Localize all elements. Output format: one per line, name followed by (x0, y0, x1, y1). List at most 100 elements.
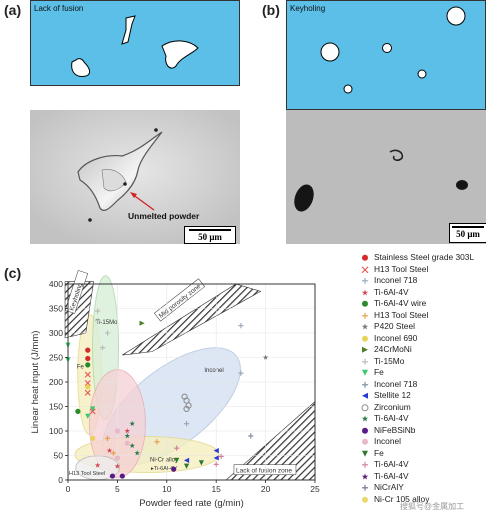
legend-marker (361, 415, 369, 422)
legend-item: Inconel 690 (355, 333, 489, 345)
legend-marker-shape (362, 427, 368, 434)
legend-marker (362, 484, 368, 491)
legend-marker-shape (362, 254, 368, 261)
data-point (183, 457, 190, 463)
legend-marker-shape (362, 484, 368, 491)
legend-item: P420 Steel (355, 321, 489, 333)
legend-marker (362, 277, 368, 284)
legend-marker-shape (362, 461, 368, 468)
data-point (183, 421, 190, 427)
lack-of-fusion-label: Lack of fusion zone (236, 468, 292, 475)
legend-item: Fe (355, 448, 489, 460)
data-point (198, 460, 204, 466)
panel-label-b: (b) (262, 2, 280, 18)
data-point (134, 450, 140, 456)
annotation-ti64: ▸Ti-6Al-4V (151, 466, 177, 472)
legend-label: NiFeBSiNb (374, 424, 416, 435)
legend-marker (362, 346, 368, 353)
chart-legend: Stainless Steel grade 303L H13 Tool Steel… (355, 252, 489, 505)
watermark: 搜狐号@金属加工 (400, 502, 465, 511)
data-point (95, 308, 101, 314)
keyhole-pore (343, 84, 353, 94)
legend-marker-shape (362, 300, 368, 307)
legend-marker-shape (362, 335, 368, 342)
legend-label: Inconel (374, 436, 402, 446)
scale-bar-label-b: 50 μm (456, 229, 480, 239)
legend-label: Zirconium (374, 401, 411, 412)
legend-marker-shape (362, 312, 368, 319)
y-tick-label: 150 (49, 402, 63, 412)
data-point (106, 447, 113, 453)
legend-marker (361, 403, 369, 411)
data-point (94, 462, 101, 468)
data-point (84, 371, 91, 378)
legend-item: Stellite 12 (355, 390, 489, 402)
data-point (129, 442, 135, 449)
legend-item: Fe (355, 367, 489, 379)
legend-item: H13 Tool Steel (355, 264, 489, 276)
legend-marker (362, 450, 368, 457)
legend-marker-shape (361, 415, 369, 422)
data-point (154, 439, 160, 445)
lack-of-fusion-schematic: Lack of fusion (30, 0, 240, 86)
annotation-arrow (131, 193, 155, 211)
y-tick-label: 200 (49, 377, 63, 387)
legend-marker-shape (362, 438, 368, 445)
data-point (99, 345, 106, 351)
legend-marker (362, 312, 368, 319)
legend-item: Ti-15Mo (355, 356, 489, 368)
legend-item: Ti-6Al-4V wire (355, 298, 489, 310)
data-point (124, 433, 130, 439)
data-point (171, 466, 177, 472)
legend-label: Stellite 12 (374, 390, 411, 400)
legend-marker-shape (362, 496, 368, 503)
data-point (119, 473, 125, 479)
data-point (218, 453, 224, 460)
annotation-inconel: Inconel (204, 368, 223, 374)
legend-marker-shape (361, 323, 369, 330)
keyholing-label-bg (64, 270, 89, 314)
data-point (124, 428, 130, 434)
data-point (104, 435, 111, 441)
particle-dot (88, 218, 92, 222)
lack-of-fusion-label-box: Lack of fusion zone (233, 464, 297, 475)
legend-marker (362, 358, 368, 365)
schematic-title-b: Keyholing (290, 4, 325, 13)
keyholing-schematic: Keyholing (286, 0, 486, 110)
legend-marker-shape (362, 392, 368, 399)
legend-marker (362, 392, 368, 399)
y-tick-label: 50 (54, 451, 64, 461)
legend-label: Stainless Steel grade 303L (374, 252, 475, 262)
annotation-ni-cr: Ni-Cr alloy (150, 457, 178, 463)
x-axis-label: Powder feed rate (g/min) (139, 498, 244, 509)
legend-marker (362, 381, 368, 388)
data-point (238, 323, 244, 329)
x-tick-label: 10 (162, 484, 172, 494)
particle-dot (123, 182, 127, 186)
data-point (114, 455, 120, 461)
legend-label: Ti-6Al-4V (374, 459, 409, 469)
data-point (84, 389, 91, 396)
legend-marker-shape (361, 265, 369, 273)
y-tick-label: 400 (49, 279, 63, 289)
legend-item: Stainless Steel grade 303L (355, 252, 489, 264)
annotation-ti15mo: Ti-15Mo (96, 320, 118, 326)
data-point (114, 428, 120, 434)
legend-label: Ti-6Al-4V (374, 470, 409, 481)
data-point (104, 330, 111, 336)
y-tick-label: 350 (49, 304, 63, 314)
legend-item: H13 Tool Steel (355, 310, 489, 322)
data-point (238, 370, 244, 376)
data-point (114, 463, 121, 469)
data-point (213, 448, 219, 454)
data-point (85, 347, 91, 353)
pore-shape-2 (71, 58, 91, 77)
legend-label: Ti-6Al-4V (374, 286, 409, 297)
lack-of-fusion-pore (77, 131, 163, 212)
legend-label: Inconel 690 (374, 332, 418, 343)
y-tick-label: 300 (49, 328, 63, 338)
legend-label: Fe (374, 447, 384, 458)
legend-marker-shape (362, 381, 368, 388)
x-tick-label: 5 (115, 484, 120, 494)
keyhole-pore (382, 43, 392, 53)
